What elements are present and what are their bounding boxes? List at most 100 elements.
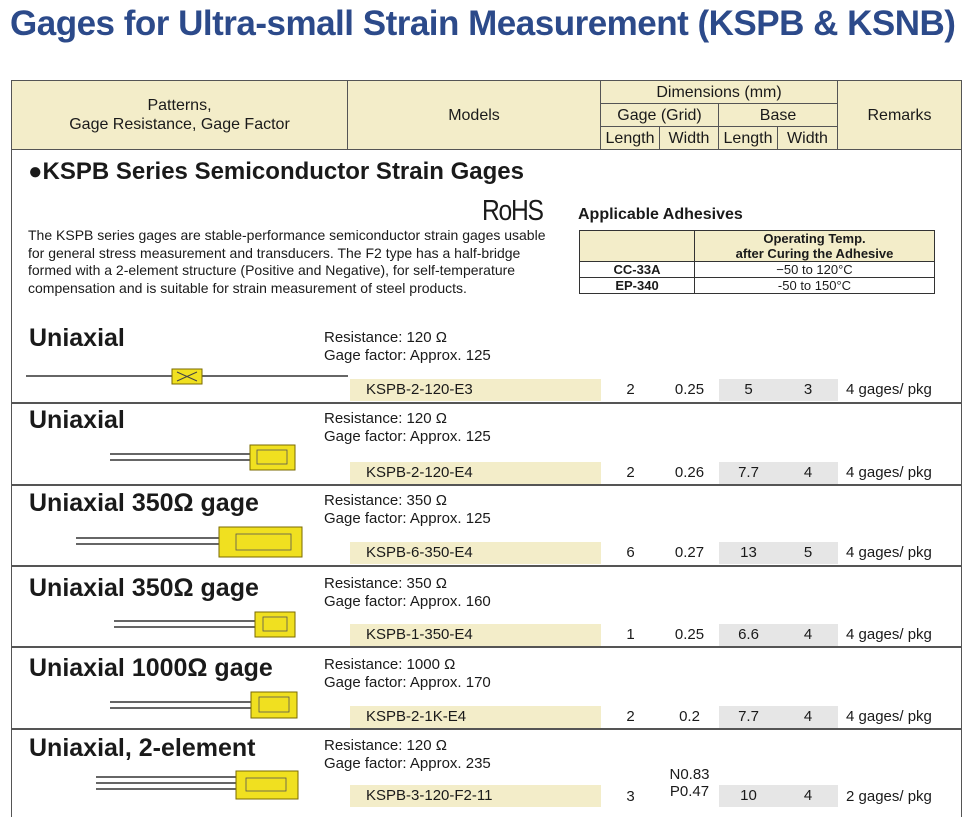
model-number: KSPB-2-120-E4 bbox=[350, 462, 601, 484]
base-length: 7.7 bbox=[719, 706, 778, 728]
base-width: 4 bbox=[778, 624, 838, 646]
base-width: 4 bbox=[778, 462, 838, 484]
base-length: 10 bbox=[719, 785, 778, 807]
gage-width-p: P0.47 bbox=[669, 783, 710, 800]
header-remarks: Remarks bbox=[838, 81, 961, 150]
spec-resistance: Resistance: 350 Ω bbox=[324, 492, 447, 509]
gauge-illustration-icon bbox=[26, 368, 348, 385]
model-number: KSPB-6-350-E4 bbox=[350, 542, 601, 564]
header-gage-length: Length bbox=[601, 127, 660, 150]
product-row: Uniaxial 350Ω gage Resistance: 350 Ω Gag… bbox=[12, 567, 961, 646]
gauge-illustration-icon bbox=[110, 691, 298, 719]
gage-length: 2 bbox=[626, 381, 635, 398]
product-row: Uniaxial Resistance: 120 Ω Gage factor: … bbox=[12, 404, 961, 484]
model-number: KSPB-3-120-F2-11 bbox=[350, 785, 601, 807]
header-dimensions: Dimensions (mm) bbox=[601, 81, 838, 104]
pattern-title: Uniaxial 1000Ω gage bbox=[29, 654, 273, 682]
gage-width: 0.2 bbox=[679, 708, 700, 725]
header-patterns: Patterns, Gage Resistance, Gage Factor bbox=[12, 81, 348, 150]
spec-gage-factor: Gage factor: Approx. 125 bbox=[324, 510, 491, 527]
gage-length: 1 bbox=[626, 626, 635, 643]
remarks: 4 gages/ pkg bbox=[846, 544, 932, 561]
spec-resistance: Resistance: 1000 Ω bbox=[324, 656, 456, 673]
base-width: 4 bbox=[778, 785, 838, 807]
header-base: Base bbox=[719, 104, 838, 127]
remarks: 4 gages/ pkg bbox=[846, 626, 932, 643]
pattern-title: Uniaxial bbox=[29, 406, 125, 434]
base-length: 7.7 bbox=[719, 462, 778, 484]
series-heading: ●KSPB Series Semiconductor Strain Gages bbox=[28, 158, 524, 185]
page-title: Gages for Ultra-small Strain Measurement… bbox=[10, 4, 956, 43]
spec-gage-factor: Gage factor: Approx. 170 bbox=[324, 674, 491, 691]
row-divider bbox=[12, 402, 961, 404]
adhesives-temp-header-line2: after Curing the Adhesive bbox=[735, 246, 894, 261]
catalog-frame bbox=[11, 80, 962, 817]
pattern-title: Uniaxial 350Ω gage bbox=[29, 489, 259, 517]
adhesives-table: Operating Temp. after Curing the Adhesiv… bbox=[579, 230, 935, 294]
gage-width: 0.25 bbox=[674, 626, 705, 643]
adhesives-temp-header: Operating Temp. after Curing the Adhesiv… bbox=[694, 230, 935, 262]
gage-width-n: N0.83 bbox=[669, 766, 710, 783]
adhesive-temp: -50 to 150°C bbox=[694, 277, 935, 294]
header-gage-width: Width bbox=[660, 127, 719, 150]
header-patterns-line1: Patterns, bbox=[147, 97, 212, 114]
adhesives-blank-header bbox=[579, 230, 695, 262]
gauge-illustration-icon bbox=[114, 611, 296, 638]
gauge-illustration-icon bbox=[76, 526, 303, 558]
gage-width: 0.27 bbox=[674, 544, 705, 561]
gage-width: 0.26 bbox=[674, 464, 705, 481]
gauge-illustration-icon bbox=[110, 444, 296, 471]
spec-gage-factor: Gage factor: Approx. 125 bbox=[324, 428, 491, 445]
gage-width: 0.25 bbox=[674, 381, 705, 398]
header-base-width: Width bbox=[778, 127, 838, 150]
adhesive-name: EP-340 bbox=[579, 277, 695, 294]
base-length: 5 bbox=[719, 379, 778, 401]
gage-length: 2 bbox=[626, 708, 635, 725]
row-divider bbox=[12, 484, 961, 486]
row-divider bbox=[12, 646, 961, 648]
adhesives-title: Applicable Adhesives bbox=[578, 206, 743, 223]
remarks: 4 gages/ pkg bbox=[846, 464, 932, 481]
adhesives-temp-header-line1: Operating Temp. bbox=[763, 231, 866, 246]
spec-resistance: Resistance: 120 Ω bbox=[324, 410, 447, 427]
model-number: KSPB-2-1K-E4 bbox=[350, 706, 601, 728]
row-divider bbox=[12, 565, 961, 567]
series-description: The KSPB series gages are stable-perform… bbox=[28, 227, 546, 296]
base-length: 13 bbox=[719, 542, 778, 564]
rohs-logo: RoHS bbox=[482, 195, 544, 227]
product-row: Uniaxial Resistance: 120 Ω Gage factor: … bbox=[12, 322, 961, 402]
pattern-title: Uniaxial, 2-element bbox=[29, 734, 256, 762]
table-header: Patterns, Gage Resistance, Gage Factor M… bbox=[12, 81, 961, 150]
spec-resistance: Resistance: 120 Ω bbox=[324, 737, 447, 754]
row-divider bbox=[12, 728, 961, 730]
product-row: Uniaxial 350Ω gage Resistance: 350 Ω Gag… bbox=[12, 486, 961, 565]
gage-length: 3 bbox=[626, 788, 635, 805]
gage-length: 6 bbox=[626, 544, 635, 561]
adhesive-name: CC-33A bbox=[579, 261, 695, 278]
spec-gage-factor: Gage factor: Approx. 235 bbox=[324, 755, 491, 772]
header-gage-grid: Gage (Grid) bbox=[601, 104, 719, 127]
adhesive-temp: −50 to 120°C bbox=[694, 261, 935, 278]
header-patterns-line2: Gage Resistance, Gage Factor bbox=[69, 116, 290, 133]
header-base-length: Length bbox=[719, 127, 778, 150]
product-row: Uniaxial 1000Ω gage Resistance: 1000 Ω G… bbox=[12, 648, 961, 728]
base-width: 3 bbox=[778, 379, 838, 401]
model-number: KSPB-2-120-E3 bbox=[350, 379, 601, 401]
remarks: 2 gages/ pkg bbox=[846, 788, 932, 805]
spec-resistance: Resistance: 120 Ω bbox=[324, 329, 447, 346]
product-row: Uniaxial, 2-element Resistance: 120 Ω Ga… bbox=[12, 730, 961, 817]
spec-resistance: Resistance: 350 Ω bbox=[324, 575, 447, 592]
base-length: 6.6 bbox=[719, 624, 778, 646]
header-models: Models bbox=[348, 81, 601, 150]
spec-gage-factor: Gage factor: Approx. 125 bbox=[324, 347, 491, 364]
base-width: 5 bbox=[778, 542, 838, 564]
remarks: 4 gages/ pkg bbox=[846, 381, 932, 398]
pattern-title: Uniaxial 350Ω gage bbox=[29, 574, 259, 602]
spec-gage-factor: Gage factor: Approx. 160 bbox=[324, 593, 491, 610]
model-number: KSPB-1-350-E4 bbox=[350, 624, 601, 646]
gauge-illustration-icon bbox=[96, 770, 299, 800]
gage-length: 2 bbox=[626, 464, 635, 481]
base-width: 4 bbox=[778, 706, 838, 728]
remarks: 4 gages/ pkg bbox=[846, 708, 932, 725]
pattern-title: Uniaxial bbox=[29, 324, 125, 352]
